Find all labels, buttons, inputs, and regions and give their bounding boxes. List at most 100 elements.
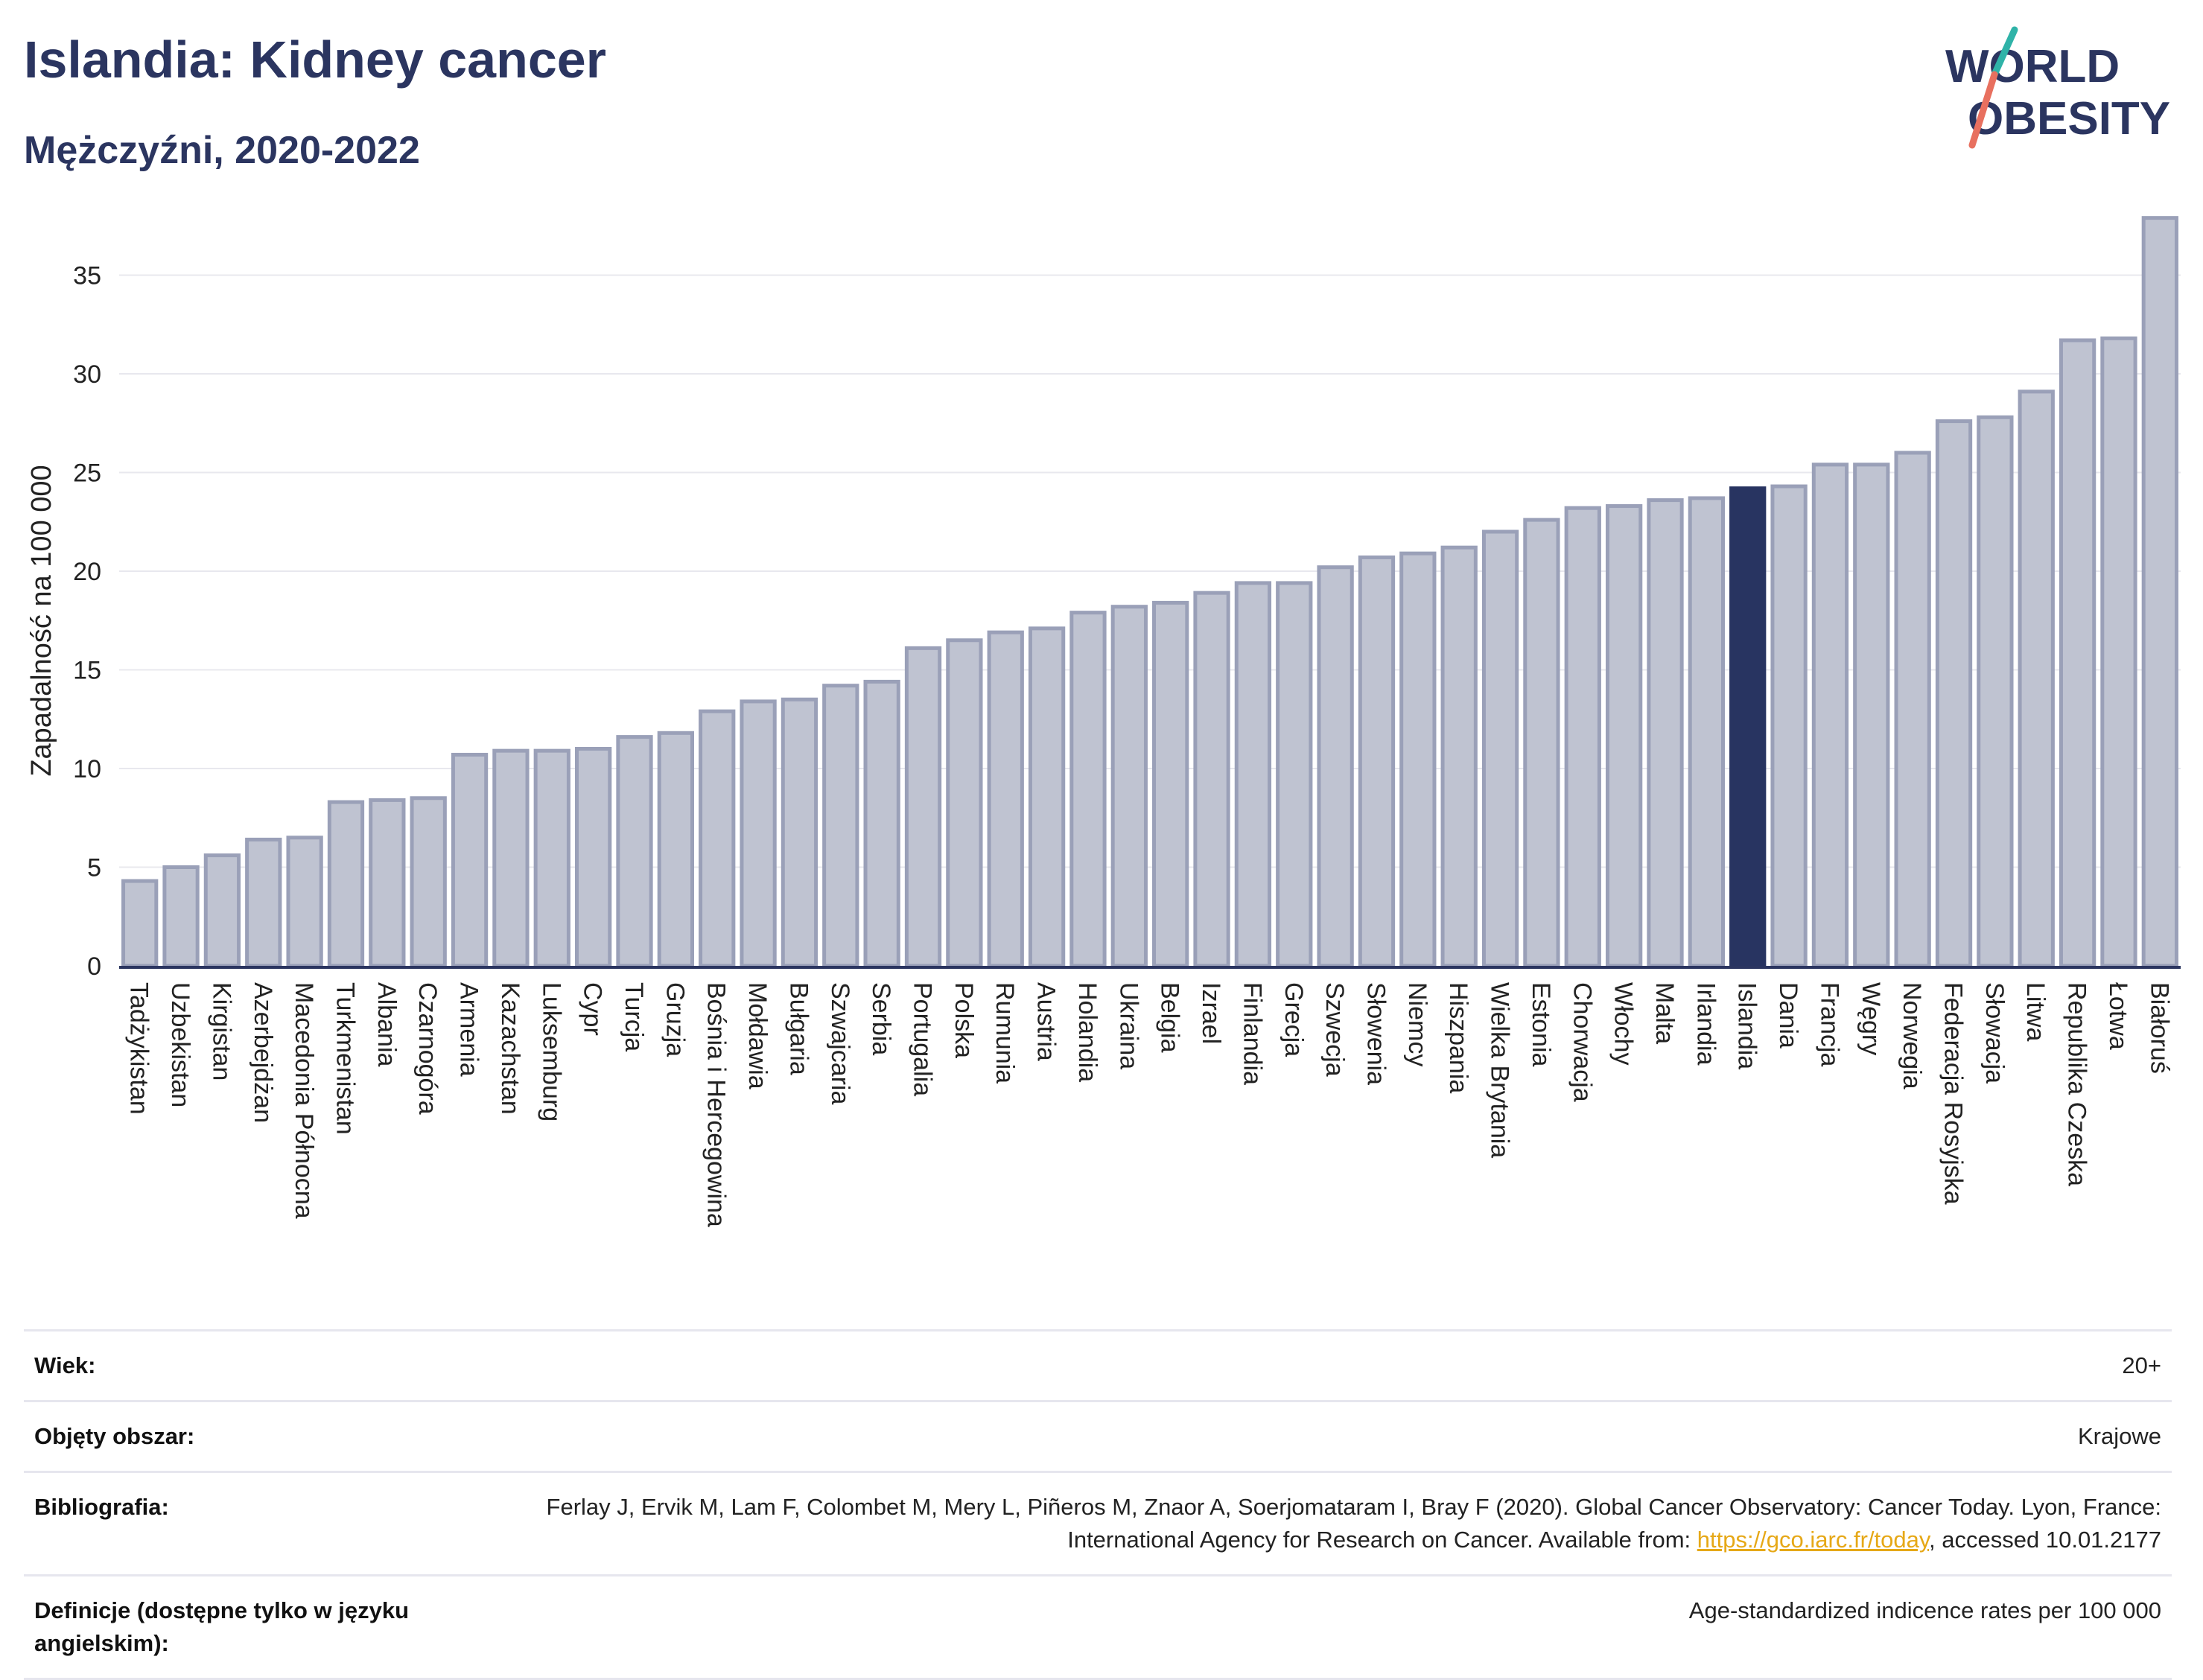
- info-label: Bibliografia:: [34, 1494, 169, 1520]
- x-tick-label: Izrael: [1197, 982, 1225, 1044]
- bar-irlandia: [1688, 496, 1726, 968]
- info-value: Ferlay J, Ervik M, Lam F, Colombet M, Me…: [481, 1491, 2161, 1556]
- x-tick-label: Gruzja: [661, 982, 689, 1057]
- x-tick-label: Uzbekistan: [166, 982, 194, 1107]
- x-tick-label: Malta: [1650, 982, 1679, 1044]
- x-tick-label: Azerbejdżan: [249, 982, 277, 1123]
- x-tick-label: Hiszpania: [1444, 982, 1472, 1093]
- x-tick-label: Estonia: [1527, 982, 1555, 1066]
- bar-turcja: [616, 735, 653, 968]
- x-tick-label: Serbia: [867, 982, 895, 1055]
- bar-chorwacja: [1564, 506, 1601, 968]
- info-label: Objęty obszar:: [34, 1423, 195, 1449]
- bar-chart: 0 5 10 15 20 25 30 35 Tadżykistan Uzbekistan Kirg…: [26, 216, 2181, 1227]
- info-value: Age-standardized indicence rates per 100…: [1688, 1597, 2161, 1623]
- info-value: Krajowe: [2078, 1423, 2161, 1449]
- bar-cypr: [574, 747, 612, 968]
- bibliography-text: Ferlay J, Ervik M, Lam F, Colombet M, Me…: [546, 1494, 2161, 1553]
- y-tick-label: 0: [87, 952, 101, 981]
- bar-uzbekistan: [162, 865, 200, 968]
- bar-finlandia: [1234, 581, 1272, 968]
- bar-niemcy: [1399, 551, 1437, 968]
- bar-grecja: [1276, 581, 1313, 968]
- bar-albania: [369, 798, 406, 968]
- x-tick-label: Kazachstan: [496, 982, 524, 1115]
- bar-rumunia: [987, 630, 1024, 968]
- x-tick-label: Albania: [372, 982, 401, 1067]
- bar-estonia: [1523, 518, 1560, 968]
- bar-słowenia: [1358, 555, 1396, 968]
- logo-line1: WORLD: [1945, 41, 2120, 92]
- x-tick-label: Tadżykistan: [125, 982, 153, 1115]
- info-label: Definicje (dostępne tylko w języku angie…: [34, 1597, 410, 1656]
- world-obesity-logo: WORLD OBESITY: [1945, 26, 2170, 149]
- y-tick-label: 5: [87, 854, 101, 882]
- x-tick-label: Dania: [1774, 982, 1802, 1049]
- x-axis-labels: Tadżykistan Uzbekistan Kirgistan Azerbejdża…: [125, 982, 2174, 1227]
- bar-belgia: [1152, 600, 1189, 968]
- bar-francja: [1811, 462, 1849, 968]
- bar-bośnia-i-hercegowina: [699, 709, 736, 968]
- logo-slash-coral: [1968, 71, 1998, 149]
- x-tick-label: Czarnogóra: [413, 982, 442, 1115]
- bar-kirgistan: [203, 853, 241, 968]
- bar-włochy: [1605, 504, 1643, 968]
- bars: [121, 216, 2178, 968]
- bar-szwecja: [1317, 565, 1354, 968]
- x-tick-label: Bułgaria: [784, 982, 813, 1075]
- x-tick-label: Federacja Rosyjska: [1939, 982, 1968, 1205]
- x-tick-label: Słowenia: [1361, 982, 1390, 1085]
- bar-mołdawia: [740, 699, 777, 968]
- x-tick-label: Niemcy: [1403, 982, 1431, 1066]
- bar-macedonia-północna: [286, 836, 323, 968]
- y-tick-label: 35: [73, 262, 101, 290]
- x-tick-label: Norwegia: [1898, 982, 1926, 1089]
- x-tick-label: Luksemburg: [537, 982, 565, 1121]
- bar-republika-czeska: [2059, 338, 2096, 968]
- x-tick-label: Węgry: [1857, 982, 1885, 1055]
- logo-slash-teal: [1991, 26, 2018, 78]
- bar-armenia: [451, 752, 489, 968]
- bar-norwegia: [1894, 451, 1931, 968]
- x-tick-label: Austria: [1032, 982, 1061, 1061]
- x-tick-label: Republika Czeska: [2063, 982, 2091, 1186]
- bar-federacja-rosyjska: [1935, 419, 1973, 968]
- x-tick-label: Portugalia: [909, 982, 937, 1096]
- x-tick-label: Białoruś: [2145, 982, 2173, 1074]
- x-tick-label: Armenia: [455, 982, 483, 1077]
- source-link[interactable]: https://gco.iarc.fr/today: [1697, 1527, 1930, 1553]
- bar-turkmenistan: [327, 800, 365, 968]
- info-row-area: Objęty obszar: Krajowe: [24, 1400, 2172, 1471]
- info-row-bibliography: Bibliografia: Ferlay J, Ervik M, Lam F, …: [24, 1471, 2172, 1574]
- x-tick-label: Holandia: [1073, 982, 1102, 1082]
- bar-łotwa: [2100, 336, 2137, 968]
- bar-czarnogóra: [410, 796, 447, 968]
- x-tick-label: Polska: [950, 982, 978, 1058]
- x-tick-label: Wielka Brytania: [1486, 982, 1514, 1158]
- bar-ukraina: [1110, 605, 1148, 968]
- x-tick-label: Kirgistan: [207, 982, 235, 1081]
- x-tick-label: Szwecja: [1320, 982, 1349, 1077]
- x-tick-label: Ukraina: [1114, 982, 1142, 1069]
- logo-line2: OBESITY: [1968, 93, 2170, 144]
- bar-luksemburg: [533, 748, 570, 968]
- x-tick-label: Włochy: [1609, 982, 1638, 1065]
- x-tick-label: Bośnia i Hercegowina: [702, 982, 731, 1227]
- bar-holandia: [1069, 611, 1107, 968]
- bar-węgry: [1853, 462, 1890, 968]
- info-row-age: Wiek: 20+: [24, 1329, 2172, 1400]
- y-tick-label: 15: [73, 657, 101, 685]
- page-subtitle: Mężczyźni, 2020-2022: [24, 129, 420, 172]
- bibliography-suffix: , accessed 10.01.2177: [1929, 1527, 2161, 1553]
- x-tick-label: Islandia: [1733, 982, 1761, 1069]
- x-tick-label: Turkmenistan: [331, 982, 359, 1135]
- bar-dania: [1770, 484, 1808, 968]
- bar-wielka-brytania: [1481, 529, 1519, 968]
- bar-izrael: [1193, 591, 1230, 968]
- x-tick-label: Litwa: [2021, 982, 2050, 1041]
- x-tick-label: Grecja: [1279, 982, 1308, 1057]
- y-tick-label: 10: [73, 755, 101, 783]
- x-tick-label: Francja: [1815, 982, 1843, 1066]
- bar-austria: [1028, 626, 1066, 968]
- bar-hiszpania: [1440, 545, 1478, 968]
